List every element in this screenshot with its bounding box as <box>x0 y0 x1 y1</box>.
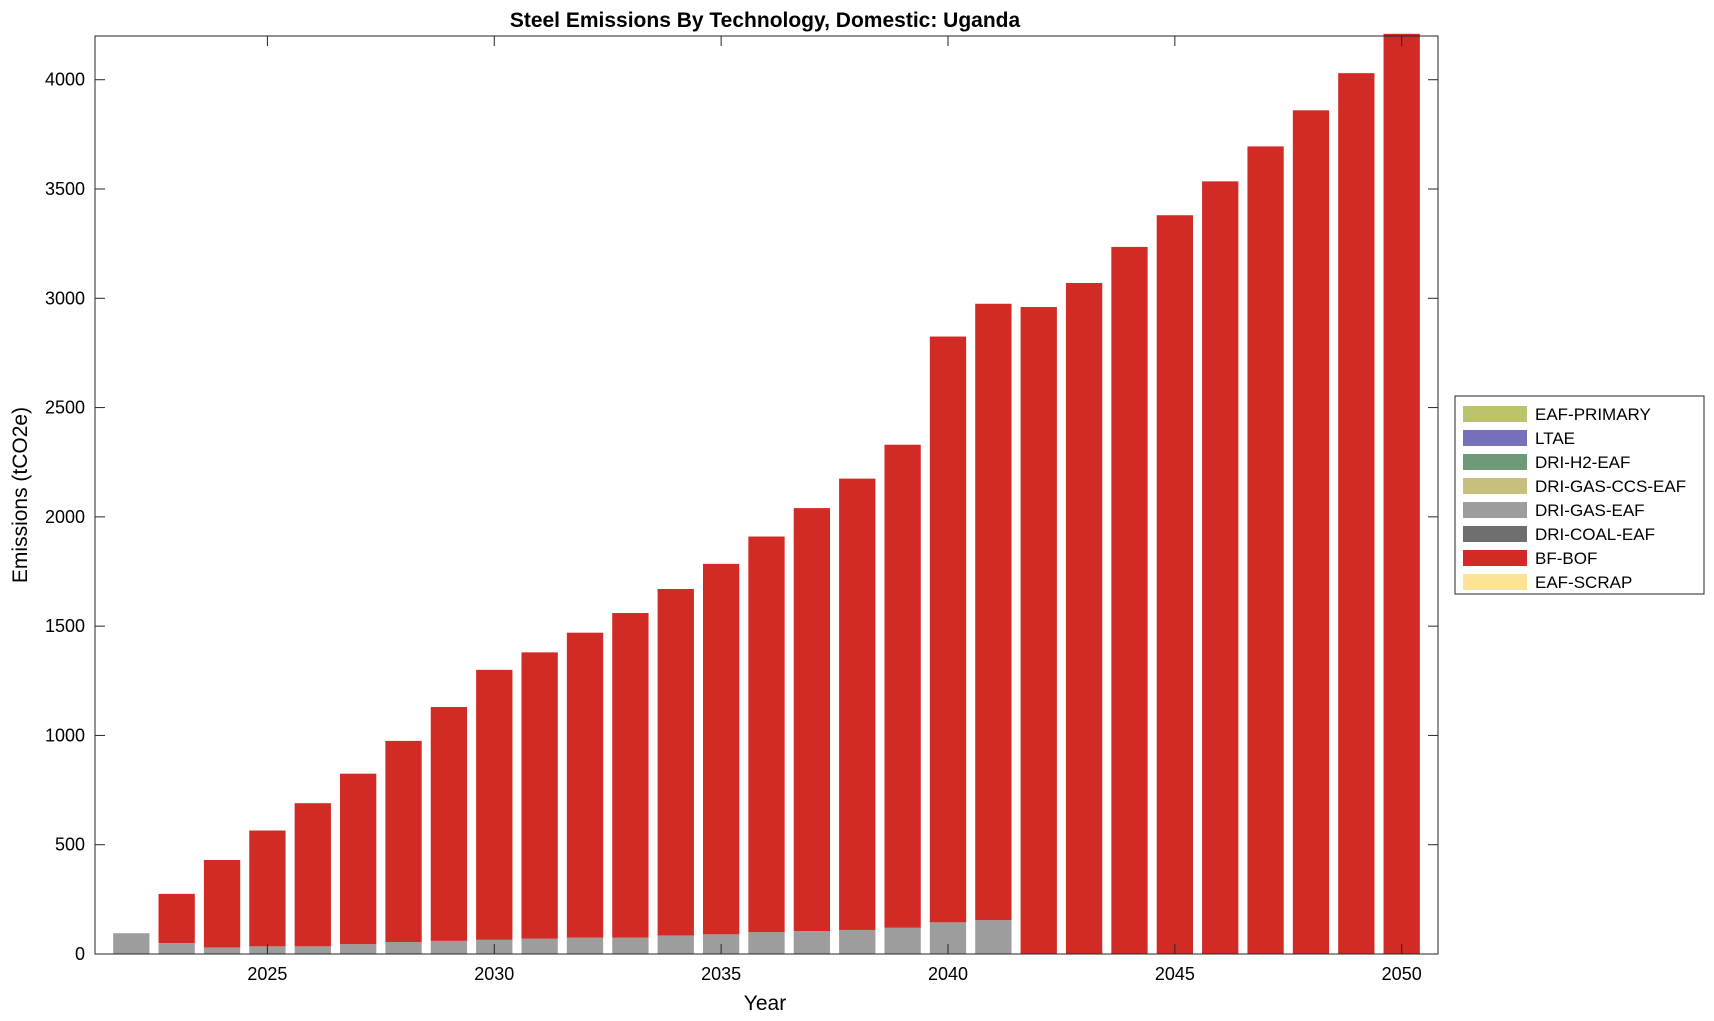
bar-bf-bof-2026 <box>294 803 331 947</box>
legend-swatch-eaf-scrap <box>1463 574 1527 590</box>
bar-bf-bof-2028 <box>385 740 422 942</box>
bar-dri-gas-eaf-2033 <box>612 937 649 954</box>
x-axis-label: Year <box>744 992 786 1015</box>
bar-dri-gas-eaf-2028 <box>385 941 422 954</box>
bar-dri-gas-eaf-2029 <box>430 940 468 954</box>
bar-dri-gas-eaf-2026 <box>294 946 331 954</box>
bar-bf-bof-2035 <box>702 563 740 935</box>
legend-swatch-dri-coal-eaf <box>1463 526 1527 542</box>
chart-title: Steel Emissions By Technology, Domestic:… <box>510 9 1021 32</box>
x-tick-label: 2040 <box>928 964 968 984</box>
bar-bf-bof-2044 <box>1111 246 1148 955</box>
bar-bf-bof-2038 <box>839 478 876 930</box>
bar-bf-bof-2025 <box>249 830 286 947</box>
legend-label-bf-bof: BF-BOF <box>1535 549 1597 568</box>
bar-bf-bof-2024 <box>203 860 241 948</box>
bar-bf-bof-2047 <box>1247 146 1284 954</box>
bar-bf-bof-2046 <box>1202 181 1239 955</box>
bar-bf-bof-2043 <box>1065 282 1103 954</box>
bar-dri-gas-eaf-2039 <box>884 927 921 954</box>
y-tick-label: 1500 <box>45 616 85 636</box>
bar-bf-bof-2031 <box>521 652 558 939</box>
bar-dri-gas-eaf-2037 <box>793 931 831 954</box>
x-tick-label: 2030 <box>474 964 514 984</box>
y-tick-label: 3500 <box>45 179 85 199</box>
bar-bf-bof-2027 <box>340 773 377 945</box>
bar-dri-gas-eaf-2041 <box>975 920 1012 954</box>
bar-bf-bof-2045 <box>1156 215 1193 955</box>
legend-label-dri-h2-eaf: DRI-H2-EAF <box>1535 453 1630 472</box>
y-tick-label: 3000 <box>45 288 85 308</box>
y-tick-label: 2500 <box>45 398 85 418</box>
bar-dri-gas-eaf-2027 <box>340 944 377 954</box>
bar-dri-gas-eaf-2023 <box>158 943 195 954</box>
bar-bf-bof-2048 <box>1292 110 1330 954</box>
x-tick-label: 2045 <box>1155 964 1195 984</box>
bar-dri-gas-eaf-2022 <box>113 933 150 954</box>
bar-dri-gas-eaf-2032 <box>566 937 604 954</box>
bar-bf-bof-2030 <box>476 669 513 940</box>
bar-bf-bof-2049 <box>1338 73 1375 954</box>
legend-label-eaf-primary: EAF-PRIMARY <box>1535 405 1651 424</box>
legend-swatch-eaf-primary <box>1463 406 1527 422</box>
legend-label-ltae: LTAE <box>1535 429 1575 448</box>
legend-swatch-dri-gas-eaf <box>1463 502 1527 518</box>
bar-bf-bof-2023 <box>158 893 195 944</box>
legend-swatch-dri-gas-ccs-eaf <box>1463 478 1527 494</box>
legend-label-eaf-scrap: EAF-SCRAP <box>1535 573 1632 592</box>
bar-bf-bof-2032 <box>566 632 604 938</box>
legend-label-dri-gas-ccs-eaf: DRI-GAS-CCS-EAF <box>1535 477 1686 496</box>
bar-bf-bof-2041 <box>975 303 1012 921</box>
y-axis: 0 500 1000 1500 2000 2500 3000 3500 4000 <box>45 70 1438 964</box>
plot-frame <box>94 35 1439 955</box>
bar-bf-bof-2042 <box>1020 307 1057 954</box>
bar-dri-gas-eaf-2036 <box>748 932 785 954</box>
bars-group <box>113 33 1420 955</box>
y-axis-label: Emissions (tCO2e) <box>9 407 32 583</box>
x-axis: 2025 2030 2035 2040 2045 2050 <box>247 36 1422 984</box>
legend-swatch-bf-bof <box>1463 550 1527 566</box>
bar-bf-bof-2039 <box>884 444 921 928</box>
legend-label-dri-gas-eaf: DRI-GAS-EAF <box>1535 501 1645 520</box>
bar-bf-bof-2029 <box>430 707 468 941</box>
x-tick-label: 2025 <box>247 964 287 984</box>
legend-swatch-ltae <box>1463 430 1527 446</box>
x-tick-label: 2050 <box>1382 964 1422 984</box>
bar-dri-gas-eaf-2031 <box>521 938 558 954</box>
y-tick-label: 0 <box>75 944 85 964</box>
y-tick-label: 2000 <box>45 507 85 527</box>
bar-bf-bof-2050 <box>1383 33 1420 955</box>
bar-bf-bof-2037 <box>793 508 831 932</box>
bar-dri-gas-eaf-2034 <box>657 935 694 954</box>
bar-dri-gas-eaf-2038 <box>839 929 876 954</box>
legend-label-dri-coal-eaf: DRI-COAL-EAF <box>1535 525 1655 544</box>
legend-box <box>1454 395 1705 595</box>
y-tick-label: 500 <box>55 835 85 855</box>
bar-bf-bof-2034 <box>657 588 694 936</box>
bar-bf-bof-2036 <box>748 536 785 933</box>
bar-dri-gas-eaf-2024 <box>203 947 241 954</box>
y-tick-label: 4000 <box>45 70 85 90</box>
bar-bf-bof-2033 <box>612 613 649 938</box>
x-tick-label: 2035 <box>701 964 741 984</box>
bar-bf-bof-2040 <box>929 336 967 923</box>
legend-swatch-dri-h2-eaf <box>1463 454 1527 470</box>
legend: EAF-PRIMARY LTAE DRI-H2-EAF DRI-GAS-CCS-EAF… <box>1454 395 1705 595</box>
y-tick-label: 1000 <box>45 725 85 745</box>
